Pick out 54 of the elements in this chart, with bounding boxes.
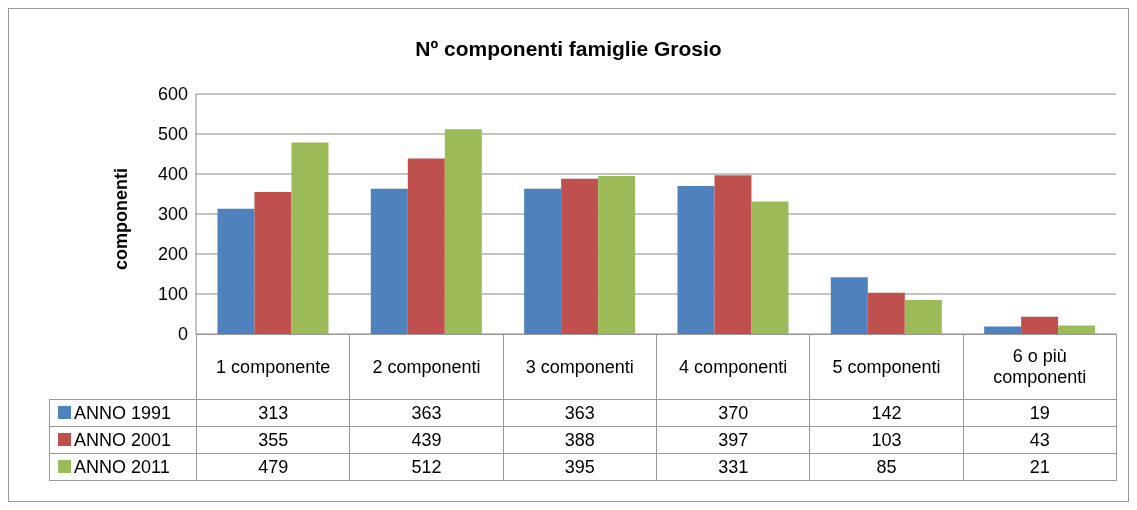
- data-label: 512: [349, 453, 504, 481]
- bar: [444, 129, 482, 334]
- x-tick-label: 3 componenti: [503, 334, 657, 400]
- data-label: 388: [503, 426, 657, 454]
- data-label: 395: [503, 453, 657, 481]
- y-tick-label: 100: [157, 284, 188, 305]
- bar: [254, 192, 292, 334]
- data-label: 355: [196, 426, 350, 454]
- legend-label: ANNO 2001: [49, 426, 197, 454]
- data-label: 439: [349, 426, 504, 454]
- y-axis-title: componenti: [110, 168, 132, 270]
- data-label: 479: [196, 453, 350, 481]
- bar: [291, 142, 329, 334]
- y-tick-label: 600: [157, 84, 188, 105]
- x-tick-label: 6 o più componenti: [963, 334, 1117, 400]
- bar: [1058, 325, 1096, 334]
- x-tick-label: 1 componente: [196, 334, 350, 400]
- y-tick-label: 400: [157, 164, 188, 185]
- bar: [984, 326, 1022, 334]
- bar: [370, 188, 408, 334]
- bar: [830, 277, 868, 334]
- bar: [904, 300, 942, 334]
- data-label: 19: [963, 399, 1117, 427]
- data-label: 397: [656, 426, 810, 454]
- data-label: 363: [349, 399, 504, 427]
- bar: [1021, 316, 1059, 334]
- data-label: 142: [809, 399, 964, 427]
- legend-label: ANNO 2011: [49, 453, 197, 481]
- bar: [714, 175, 752, 334]
- data-label: 370: [656, 399, 810, 427]
- x-tick-label: 2 componenti: [349, 334, 504, 400]
- y-tick-label: 200: [157, 244, 188, 265]
- bar: [751, 201, 789, 334]
- bar: [561, 178, 599, 334]
- y-tick-label: 500: [157, 124, 188, 145]
- data-label: 85: [809, 453, 964, 481]
- bar: [524, 188, 562, 334]
- bar: [217, 208, 255, 334]
- x-tick-label: 4 componenti: [656, 334, 810, 400]
- bar: [598, 176, 636, 334]
- y-tick-label: 300: [157, 204, 188, 225]
- bar: [867, 292, 905, 334]
- bar: [677, 186, 715, 334]
- data-label: 331: [656, 453, 810, 481]
- data-label: 313: [196, 399, 350, 427]
- data-label: 43: [963, 426, 1117, 454]
- y-tick-label: 0: [177, 324, 188, 345]
- legend-label: ANNO 1991: [49, 399, 197, 427]
- bar: [407, 158, 445, 334]
- data-label: 103: [809, 426, 964, 454]
- x-tick-label: 5 componenti: [809, 334, 964, 400]
- data-label: 363: [503, 399, 657, 427]
- chart-title: Nº componenti famiglie Grosio: [414, 37, 723, 61]
- data-label: 21: [963, 453, 1117, 481]
